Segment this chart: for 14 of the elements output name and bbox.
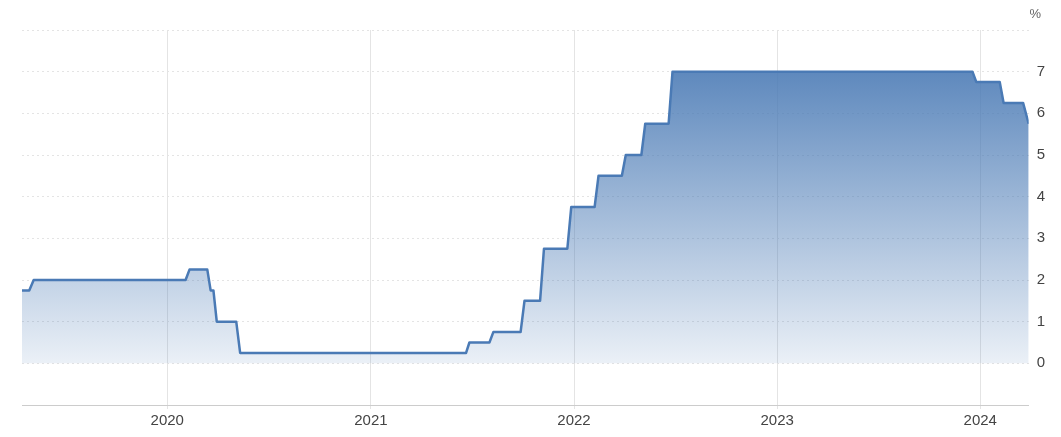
y-tick-label: 6	[1036, 103, 1045, 121]
x-tick-label: 2024	[963, 411, 997, 429]
x-tick-label: 2020	[150, 411, 184, 429]
y-tick-label: 7	[1036, 61, 1045, 79]
x-tick-label: 2022	[557, 411, 591, 429]
x-tick-label: 2021	[354, 411, 388, 429]
y-tick-label: 5	[1036, 145, 1045, 163]
y-tick-label: 4	[1036, 186, 1045, 204]
y-tick-label: 2	[1036, 270, 1045, 288]
y-tick-label: 1	[1036, 311, 1045, 329]
y-tick-label: 0	[1036, 353, 1045, 371]
y-tick-label: 3	[1036, 228, 1045, 246]
y-axis-title: %	[1029, 6, 1041, 21]
x-tick-label: 2023	[760, 411, 794, 429]
